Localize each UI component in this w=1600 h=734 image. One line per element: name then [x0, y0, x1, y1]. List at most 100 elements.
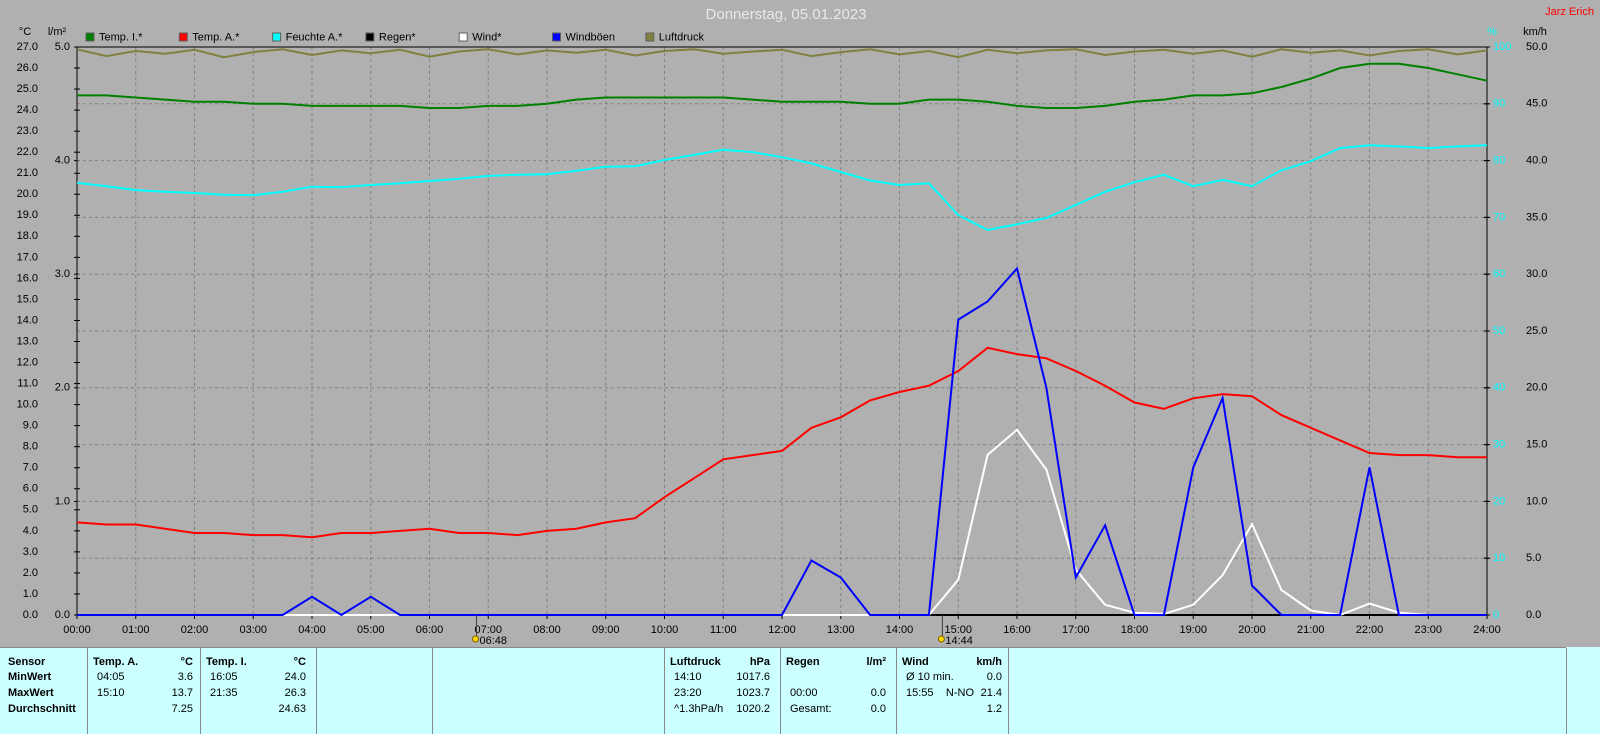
y-tick-label: 0.0 [23, 609, 38, 621]
y-tick-label: 17.0 [17, 251, 38, 263]
cell-value: 7.25 [172, 703, 193, 715]
y-tick-label: 1.0 [23, 588, 38, 600]
x-tick-label: 12:00 [768, 624, 796, 636]
x-tick-label: 07:00 [474, 624, 502, 636]
group-unit: °C [181, 656, 193, 668]
x-tick-label: 15:00 [944, 624, 972, 636]
axis-unit: km/h [1523, 26, 1547, 38]
y-tick-label: 40.0 [1526, 155, 1547, 167]
group-unit: km/h [976, 656, 1002, 668]
cell-label: 21:35 [210, 687, 238, 699]
y-tick-label: 21.0 [17, 167, 38, 179]
cell-value: 0.0 [871, 703, 886, 715]
legend-swatch [645, 32, 655, 42]
x-tick-label: 00:00 [63, 624, 91, 636]
x-tick-label: 09:00 [592, 624, 620, 636]
y-tick-label: 0.0 [55, 609, 70, 621]
cell-label: 15:55 [906, 687, 934, 699]
group-unit: hPa [750, 656, 771, 668]
cell-label: 04:05 [97, 671, 125, 683]
x-tick-label: 22:00 [1356, 624, 1384, 636]
y-tick-label: 40 [1493, 382, 1505, 394]
y-tick-label: 3.0 [55, 268, 70, 280]
x-tick-label: 17:00 [1062, 624, 1090, 636]
y-tick-label: 30 [1493, 439, 1505, 451]
y-tick-label: 6.0 [23, 483, 38, 495]
group-name: Wind [902, 656, 929, 668]
y-tick-label: 50.0 [1526, 41, 1547, 53]
row-label: MaxWert [8, 687, 54, 699]
cell-label: 23:20 [674, 687, 702, 699]
cell-label: 15:10 [97, 687, 125, 699]
cell-value: 0.0 [871, 687, 886, 699]
y-tick-label: 20 [1493, 495, 1505, 507]
y-tick-label: 5.0 [23, 504, 38, 516]
x-tick-label: 01:00 [122, 624, 150, 636]
y-tick-label: 22.0 [17, 146, 38, 158]
y-tick-label: 4.0 [23, 525, 38, 537]
series-line [77, 62, 1488, 109]
legend-swatch [365, 32, 375, 42]
sun-icon [472, 635, 479, 643]
cell-label: 14:10 [674, 671, 702, 683]
author: Jarz Erich [1545, 6, 1594, 18]
y-tick-label: 10.0 [1526, 495, 1547, 507]
y-tick-label: 14.0 [17, 314, 38, 326]
y-tick-label: 35.0 [1526, 211, 1547, 223]
x-tick-label: 03:00 [239, 624, 267, 636]
stats-panel [0, 647, 1600, 734]
sun-label: 14:44 [945, 635, 973, 647]
y-tick-label: 23.0 [17, 125, 38, 137]
y-tick-label: 0.0 [1526, 609, 1541, 621]
cell-value: 1020.2 [736, 703, 770, 715]
group-name: Regen [786, 656, 820, 668]
legend-label: Wind* [472, 31, 502, 43]
legend-label: Regen* [379, 31, 416, 43]
cell-value: 26.3 [285, 687, 306, 699]
group-name: Temp. A. [93, 656, 138, 668]
cell-value: 24.0 [285, 671, 306, 683]
x-tick-label: 11:00 [710, 624, 737, 636]
cell-value: 21.4 [981, 687, 1002, 699]
y-tick-label: 5.0 [55, 41, 70, 53]
cell-label: Gesamt: [790, 703, 832, 715]
cell-value: 24.63 [278, 703, 306, 715]
x-tick-label: 16:00 [1003, 624, 1031, 636]
x-tick-label: 23:00 [1414, 624, 1442, 636]
cell-label: ^1.3hPa/h [674, 703, 723, 715]
legend-swatch [178, 32, 188, 42]
row-label: Sensor [8, 656, 46, 668]
x-tick-label: 02:00 [181, 624, 209, 636]
cell-value: 3.6 [178, 671, 193, 683]
axis-unit: % [1487, 26, 1497, 38]
y-tick-label: 16.0 [17, 272, 38, 284]
y-tick-label: 26.0 [17, 62, 38, 74]
x-tick-label: 19:00 [1179, 624, 1207, 636]
x-tick-label: 18:00 [1121, 624, 1149, 636]
y-tick-label: 20.0 [1526, 382, 1547, 394]
y-tick-label: 100 [1493, 41, 1511, 53]
y-tick-label: 27.0 [17, 41, 38, 53]
axis-unit: °C [19, 26, 31, 38]
y-tick-label: 4.0 [55, 155, 70, 167]
y-tick-label: 2.0 [55, 382, 70, 394]
cell-value: 1.2 [987, 703, 1002, 715]
y-tick-label: 24.0 [17, 104, 38, 116]
legend-label: Temp. I.* [99, 31, 143, 43]
y-tick-label: 50 [1493, 325, 1505, 337]
x-tick-label: 04:00 [298, 624, 326, 636]
group-unit: l/m² [866, 656, 886, 668]
legend-swatch [458, 32, 468, 42]
x-tick-label: 13:00 [827, 624, 855, 636]
legend-label: Feuchte A.* [286, 31, 344, 43]
cell-label: Ø 10 min. [906, 671, 954, 683]
cell-value: 1017.6 [736, 671, 770, 683]
row-label: Durchschnitt [8, 703, 76, 715]
y-tick-label: 8.0 [23, 441, 38, 453]
legend-swatch [85, 32, 95, 42]
y-tick-label: 25.0 [17, 83, 38, 95]
legend-swatch [272, 32, 282, 42]
y-tick-label: 12.0 [17, 356, 38, 368]
y-tick-label: 60 [1493, 268, 1505, 280]
